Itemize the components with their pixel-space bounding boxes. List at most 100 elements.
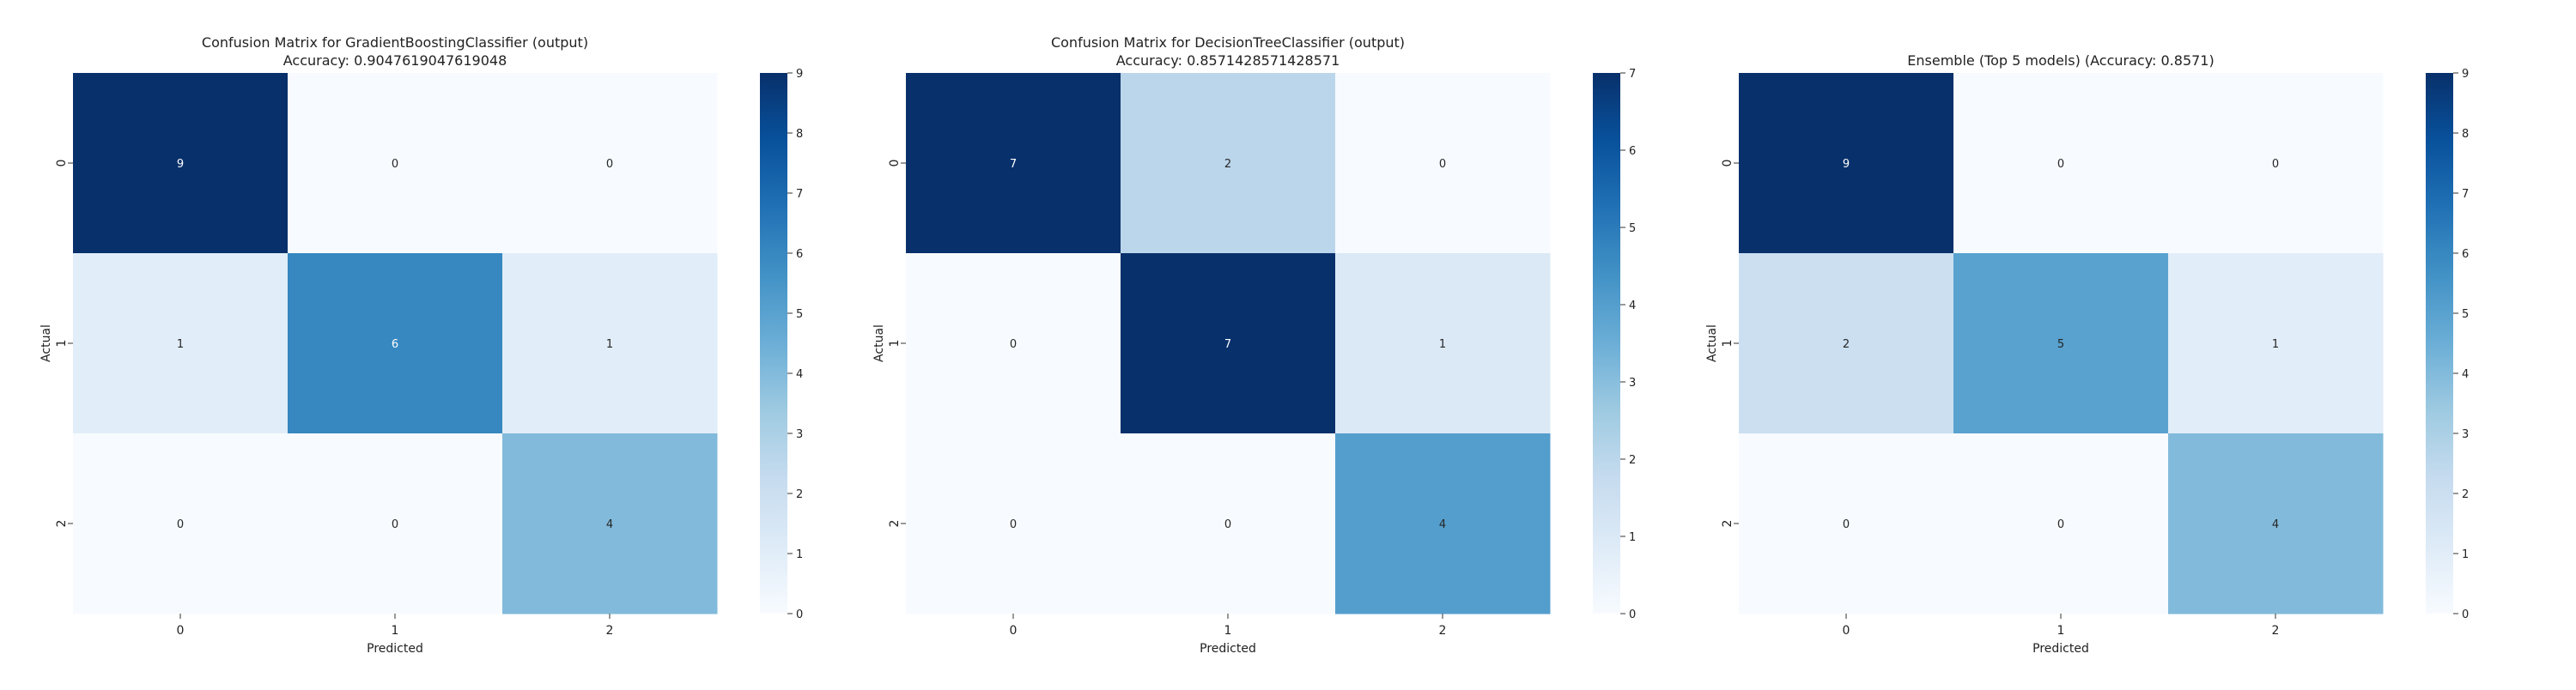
heatmap-cell (1121, 73, 1336, 254)
confusion-matrix-panel-1: Confusion Matrix for GradientBoostingCla… (39, 34, 803, 656)
heatmap-cell (73, 253, 289, 434)
colorbar-tick-label: 1 (1629, 531, 1636, 544)
chart-title: Confusion Matrix for GradientBoostingCla… (202, 34, 588, 51)
heatmap-cell (1739, 253, 1954, 434)
heatmap-cell (502, 73, 718, 254)
colorbar-tick-label: 1 (2462, 548, 2469, 561)
colorbar-tick-label: 7 (1629, 68, 1636, 81)
heatmap-cell (1335, 253, 1551, 434)
colorbar-tick-label: 9 (796, 68, 803, 81)
heatmap-cell (1335, 73, 1551, 254)
x-axis-label: Predicted (1200, 642, 1256, 656)
chart-title: Confusion Matrix for DecisionTreeClassif… (1051, 34, 1405, 51)
heatmap-cell (2168, 433, 2384, 614)
heatmap-cell (73, 73, 289, 254)
cell-value-label: 0 (2272, 158, 2279, 171)
cell-value-label: 2 (1843, 338, 1850, 351)
colorbar-tick-label: 4 (1629, 300, 1636, 312)
cell-value-label: 1 (1439, 338, 1446, 351)
colorbar-tick-label: 0 (2462, 608, 2469, 621)
cell-value-label: 0 (1439, 158, 1446, 171)
heatmap-cell (1953, 73, 2169, 254)
heatmap-cell (73, 433, 289, 614)
heatmap-cell (288, 433, 503, 614)
heatmap-cell (1739, 73, 1954, 254)
colorbar-tick-label: 2 (1629, 454, 1636, 467)
colorbar-tick-label: 8 (796, 128, 803, 141)
heatmap-cell (502, 433, 718, 614)
cell-value-label: 5 (2057, 338, 2064, 351)
cell-value-label: 4 (1439, 518, 1446, 531)
colorbar-tick-label: 5 (796, 308, 803, 321)
y-axis-label: Actual (1705, 324, 1719, 362)
y-tick-label: 1 (888, 340, 902, 348)
y-tick-label: 0 (55, 160, 69, 167)
chart-title: Ensemble (Top 5 models) (Accuracy: 0.857… (1907, 52, 2214, 69)
colorbar-tick-label: 4 (796, 368, 803, 381)
colorbar-tick-label: 2 (796, 488, 803, 501)
cell-value-label: 2 (1224, 158, 1231, 171)
heatmap-cell (2168, 253, 2384, 434)
colorbar-tick-label: 4 (2462, 368, 2469, 381)
y-tick-label: 0 (1721, 160, 1735, 167)
x-tick-label: 1 (2057, 624, 2065, 638)
confusion-matrix-panel-3: Ensemble (Top 5 models) (Accuracy: 0.857… (1705, 52, 2469, 656)
colorbar-tick-label: 3 (2462, 428, 2469, 441)
cell-value-label: 0 (1010, 338, 1017, 351)
y-tick-label: 2 (1721, 520, 1735, 528)
cell-value-label: 0 (392, 518, 398, 531)
colorbar-tick-label: 3 (1629, 377, 1636, 390)
cell-value-label: 0 (2057, 518, 2064, 531)
colorbar-tick-label: 7 (2462, 188, 2469, 201)
colorbar-tick-label: 3 (796, 428, 803, 441)
x-tick-label: 0 (1843, 624, 1850, 638)
colorbar-tick-label: 5 (2462, 308, 2469, 321)
y-tick-label: 2 (55, 520, 69, 528)
colorbar-tick-label: 2 (2462, 488, 2469, 501)
y-tick-label: 2 (888, 520, 902, 528)
cell-value-label: 9 (1843, 158, 1850, 171)
colorbar-tick-label: 7 (796, 188, 803, 201)
colorbar (2426, 73, 2453, 614)
heatmap-cell (502, 253, 718, 434)
cell-value-label: 1 (177, 338, 184, 351)
heatmap-cell (1953, 253, 2169, 434)
cell-value-label: 7 (1010, 158, 1017, 171)
x-tick-label: 1 (392, 624, 399, 638)
chart-subtitle: Accuracy: 0.9047619047619048 (283, 52, 507, 69)
heatmap-cell (906, 433, 1121, 614)
colorbar (760, 73, 787, 614)
cell-value-label: 0 (1010, 518, 1017, 531)
y-axis-label: Actual (39, 324, 53, 362)
heatmap-cell (906, 73, 1121, 254)
cell-value-label: 1 (2272, 338, 2279, 351)
x-tick-label: 2 (606, 624, 614, 638)
x-axis-label: Predicted (2032, 642, 2089, 656)
cell-value-label: 0 (1843, 518, 1850, 531)
y-tick-label: 1 (55, 340, 69, 348)
cell-value-label: 9 (177, 158, 184, 171)
y-tick-label: 0 (888, 160, 902, 167)
colorbar-tick-label: 6 (2462, 248, 2469, 261)
colorbar-tick-label: 6 (796, 248, 803, 261)
y-tick-label: 1 (1721, 340, 1735, 348)
heatmap-cell (1335, 433, 1551, 614)
colorbar-tick-label: 0 (1629, 608, 1636, 621)
heatmap-cell (1953, 433, 2169, 614)
confusion-matrix-panel-2: Confusion Matrix for DecisionTreeClassif… (872, 34, 1636, 656)
cell-value-label: 0 (392, 158, 398, 171)
cell-value-label: 0 (2057, 158, 2064, 171)
colorbar-tick-label: 9 (2462, 68, 2469, 81)
x-tick-label: 0 (1010, 624, 1018, 638)
x-axis-label: Predicted (367, 642, 423, 656)
heatmap-cell (288, 73, 503, 254)
heatmap-cell (1739, 433, 1954, 614)
heatmap-cell (906, 253, 1121, 434)
colorbar-tick-label: 5 (1629, 222, 1636, 235)
heatmap-cell (1121, 253, 1336, 434)
colorbar-tick-label: 1 (796, 548, 803, 561)
cell-value-label: 0 (177, 518, 184, 531)
y-axis-label: Actual (872, 324, 886, 362)
